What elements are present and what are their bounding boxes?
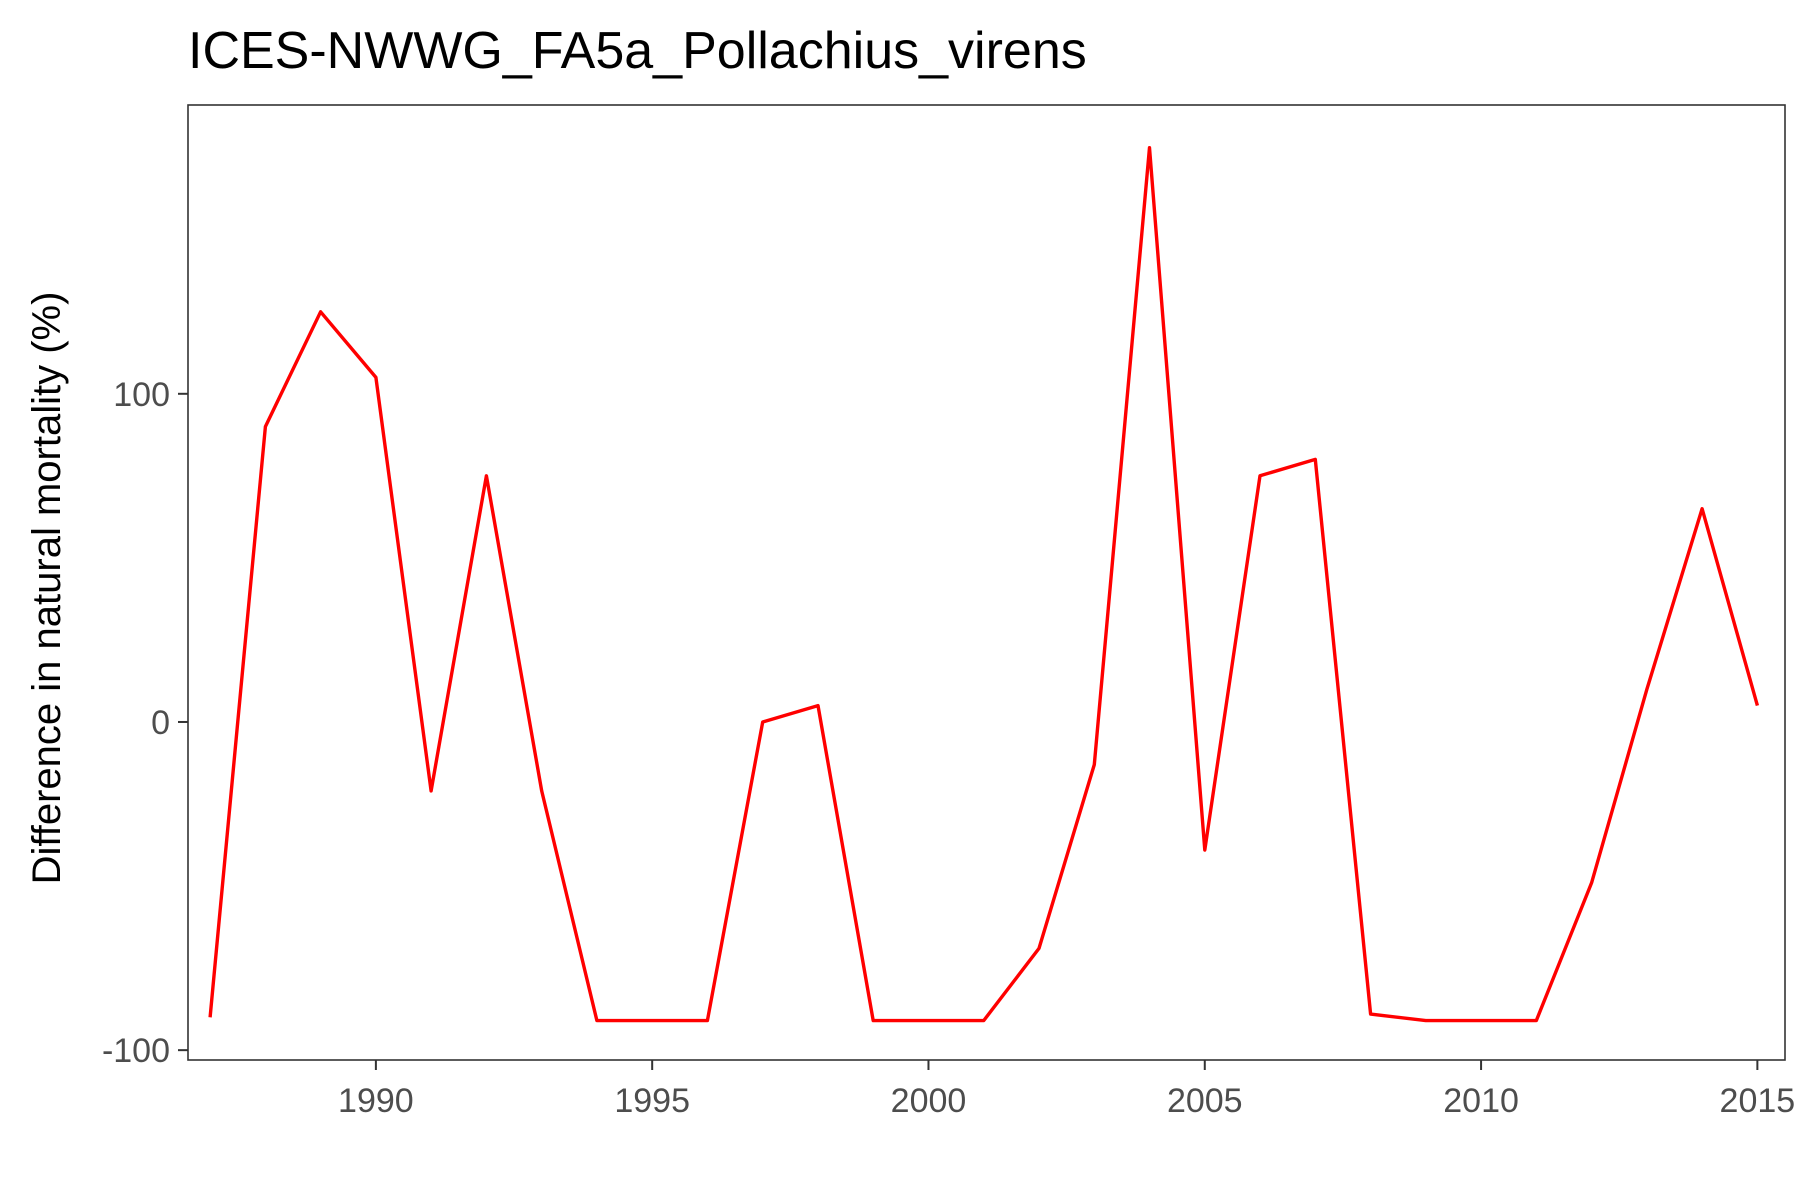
y-tick-label: 100: [113, 376, 170, 414]
x-tick-label: 2010: [1443, 1082, 1519, 1120]
plot-panel: [187, 104, 1786, 1061]
y-axis-label: Difference in natural mortality (%): [25, 292, 69, 885]
y-tick-label: 0: [151, 704, 170, 742]
x-tick-label: 2015: [1720, 1082, 1796, 1120]
chart-title: ICES-NWWG_FA5a_Pollachius_virens: [188, 22, 1087, 80]
x-tick-label: 2000: [891, 1082, 967, 1120]
y-tick-label: -100: [102, 1032, 170, 1070]
x-tick-label: 1990: [338, 1082, 414, 1120]
x-axis: 1990 1995 2000 2005 2010 2015: [338, 1060, 1795, 1120]
x-tick-label: 2005: [1167, 1082, 1243, 1120]
series-layer: [208, 145, 1760, 1023]
x-tick-label: 1995: [614, 1082, 690, 1120]
series-line: [208, 145, 1760, 1023]
y-axis: -100 0 100: [102, 376, 188, 1070]
